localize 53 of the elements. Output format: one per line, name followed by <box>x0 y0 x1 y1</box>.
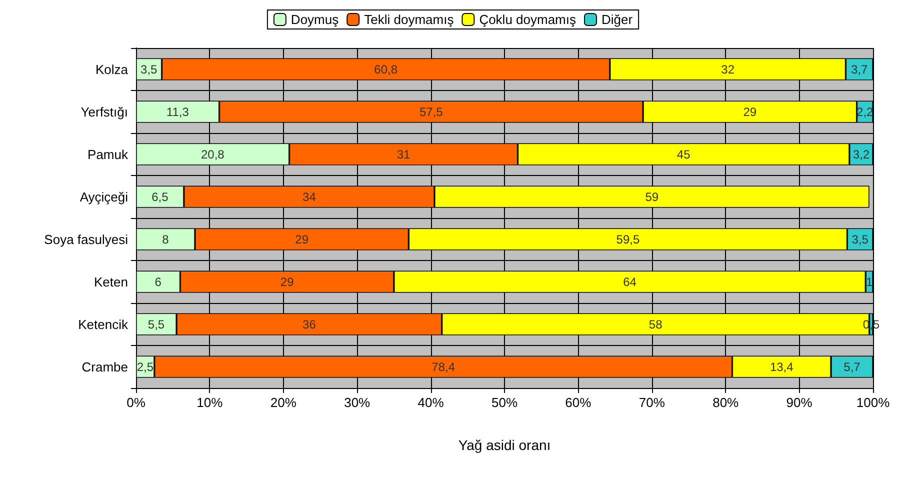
y-tick-label: Keten <box>94 274 128 290</box>
data-label: 29 <box>743 104 757 119</box>
data-label: 64 <box>623 274 637 289</box>
legend-label: Çoklu doymamış <box>479 12 576 27</box>
data-label: 6,5 <box>152 190 169 204</box>
data-label: 3,2 <box>852 147 870 162</box>
y-tick-label: Yerfstığı <box>80 104 128 120</box>
data-label: 36 <box>302 317 316 332</box>
data-label: 0,5 <box>862 317 880 332</box>
data-label: 60,8 <box>374 62 398 76</box>
x-tick-label: 100% <box>856 395 890 410</box>
legend-label: Tekli doymamış <box>364 12 454 27</box>
data-label: 5,7 <box>844 360 861 374</box>
x-tick-label: 20% <box>270 395 297 410</box>
y-tick-label: Kolza <box>95 62 129 77</box>
data-label: 45 <box>676 147 691 162</box>
data-label: 3,5 <box>852 232 869 246</box>
data-label: 78,4 <box>432 360 456 374</box>
legend-label: Diğer <box>602 12 634 27</box>
x-tick-label: 50% <box>491 395 518 410</box>
x-axis-title: Yağ asidi oranı <box>458 437 551 453</box>
y-tick-label: Pamuk <box>88 146 128 162</box>
data-label: 58 <box>648 317 663 332</box>
data-label: 32 <box>721 62 735 76</box>
y-tick-label: Ketencik <box>78 316 128 332</box>
data-label: 29 <box>280 274 294 289</box>
x-tick-label: 30% <box>344 395 371 410</box>
data-label: 20,8 <box>200 147 225 162</box>
data-label: 34 <box>302 190 316 204</box>
x-tick-label: 40% <box>418 395 444 410</box>
x-tick-label: 90% <box>786 395 813 410</box>
data-label: 59 <box>645 190 659 204</box>
data-label: 2,5 <box>136 360 154 374</box>
data-label: 6 <box>154 274 162 289</box>
y-tick-label: Crambe <box>82 359 128 374</box>
data-label: 3,5 <box>140 62 158 76</box>
y-tick-label: Soya fasulyesi <box>44 232 128 247</box>
data-label: 13,4 <box>770 360 794 374</box>
data-label: 59,5 <box>616 232 640 246</box>
x-tick-label: 80% <box>712 395 740 410</box>
data-label: 5,5 <box>148 317 165 332</box>
data-label: 31 <box>396 147 411 162</box>
data-label: 11,3 <box>166 104 190 119</box>
x-tick-label: 60% <box>565 395 592 410</box>
data-label: 3,7 <box>851 62 868 76</box>
y-tick-label: Ayçiçeği <box>80 189 128 204</box>
x-tick-label: 70% <box>638 395 666 410</box>
data-label: 57,5 <box>419 104 444 119</box>
data-label: 8 <box>162 232 170 246</box>
legend-label: Doymuş <box>290 12 340 27</box>
x-tick-label: 10% <box>196 395 224 410</box>
x-tick-label: 0% <box>126 395 146 410</box>
data-label: 29 <box>295 232 309 246</box>
